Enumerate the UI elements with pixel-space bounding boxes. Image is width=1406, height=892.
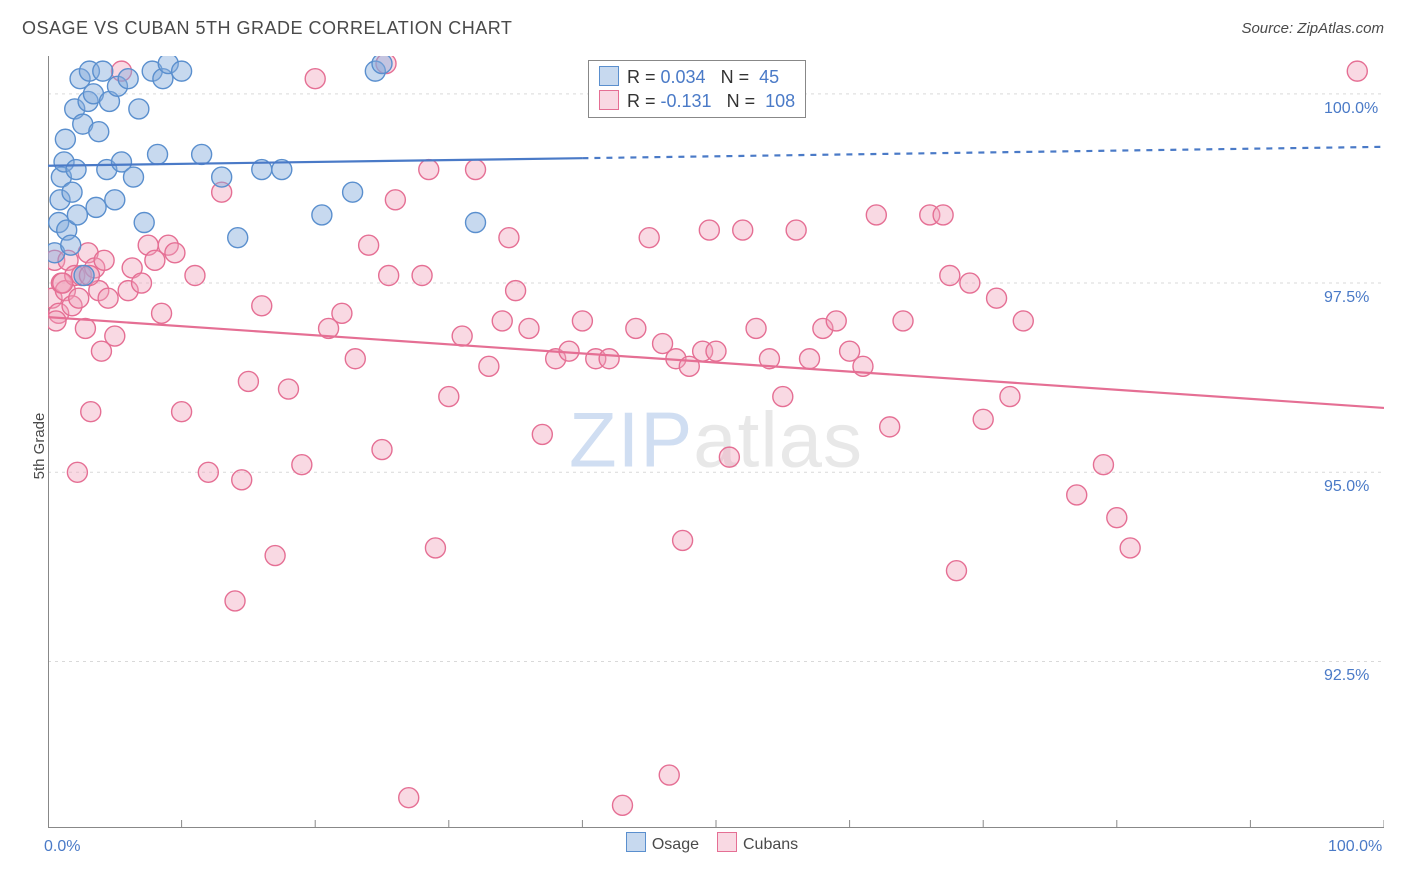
footer-legend: Osage Cubans (0, 832, 1406, 854)
scatter-plot (48, 56, 1384, 828)
correlation-legend: R = 0.034 N = 45R = -0.131 N = 108 (588, 60, 806, 118)
y-tick-label: 92.5% (1324, 667, 1369, 685)
y-axis-label: 5th Grade (31, 413, 48, 480)
legend-label: Cubans (743, 836, 798, 853)
y-tick-label: 95.0% (1324, 478, 1369, 496)
legend-row: R = -0.131 N = 108 (599, 89, 795, 113)
y-tick-label: 100.0% (1324, 100, 1378, 118)
legend-label: Osage (652, 836, 699, 853)
source-label: Source: ZipAtlas.com (1241, 20, 1384, 37)
y-tick-label: 97.5% (1324, 289, 1369, 307)
legend-swatch (626, 832, 646, 852)
chart-area: ZIPatlas 92.5%95.0%97.5%100.0% R = 0.034… (48, 56, 1384, 828)
chart-title: OSAGE VS CUBAN 5TH GRADE CORRELATION CHA… (22, 18, 512, 38)
legend-swatch (717, 832, 737, 852)
legend-row: R = 0.034 N = 45 (599, 65, 795, 89)
